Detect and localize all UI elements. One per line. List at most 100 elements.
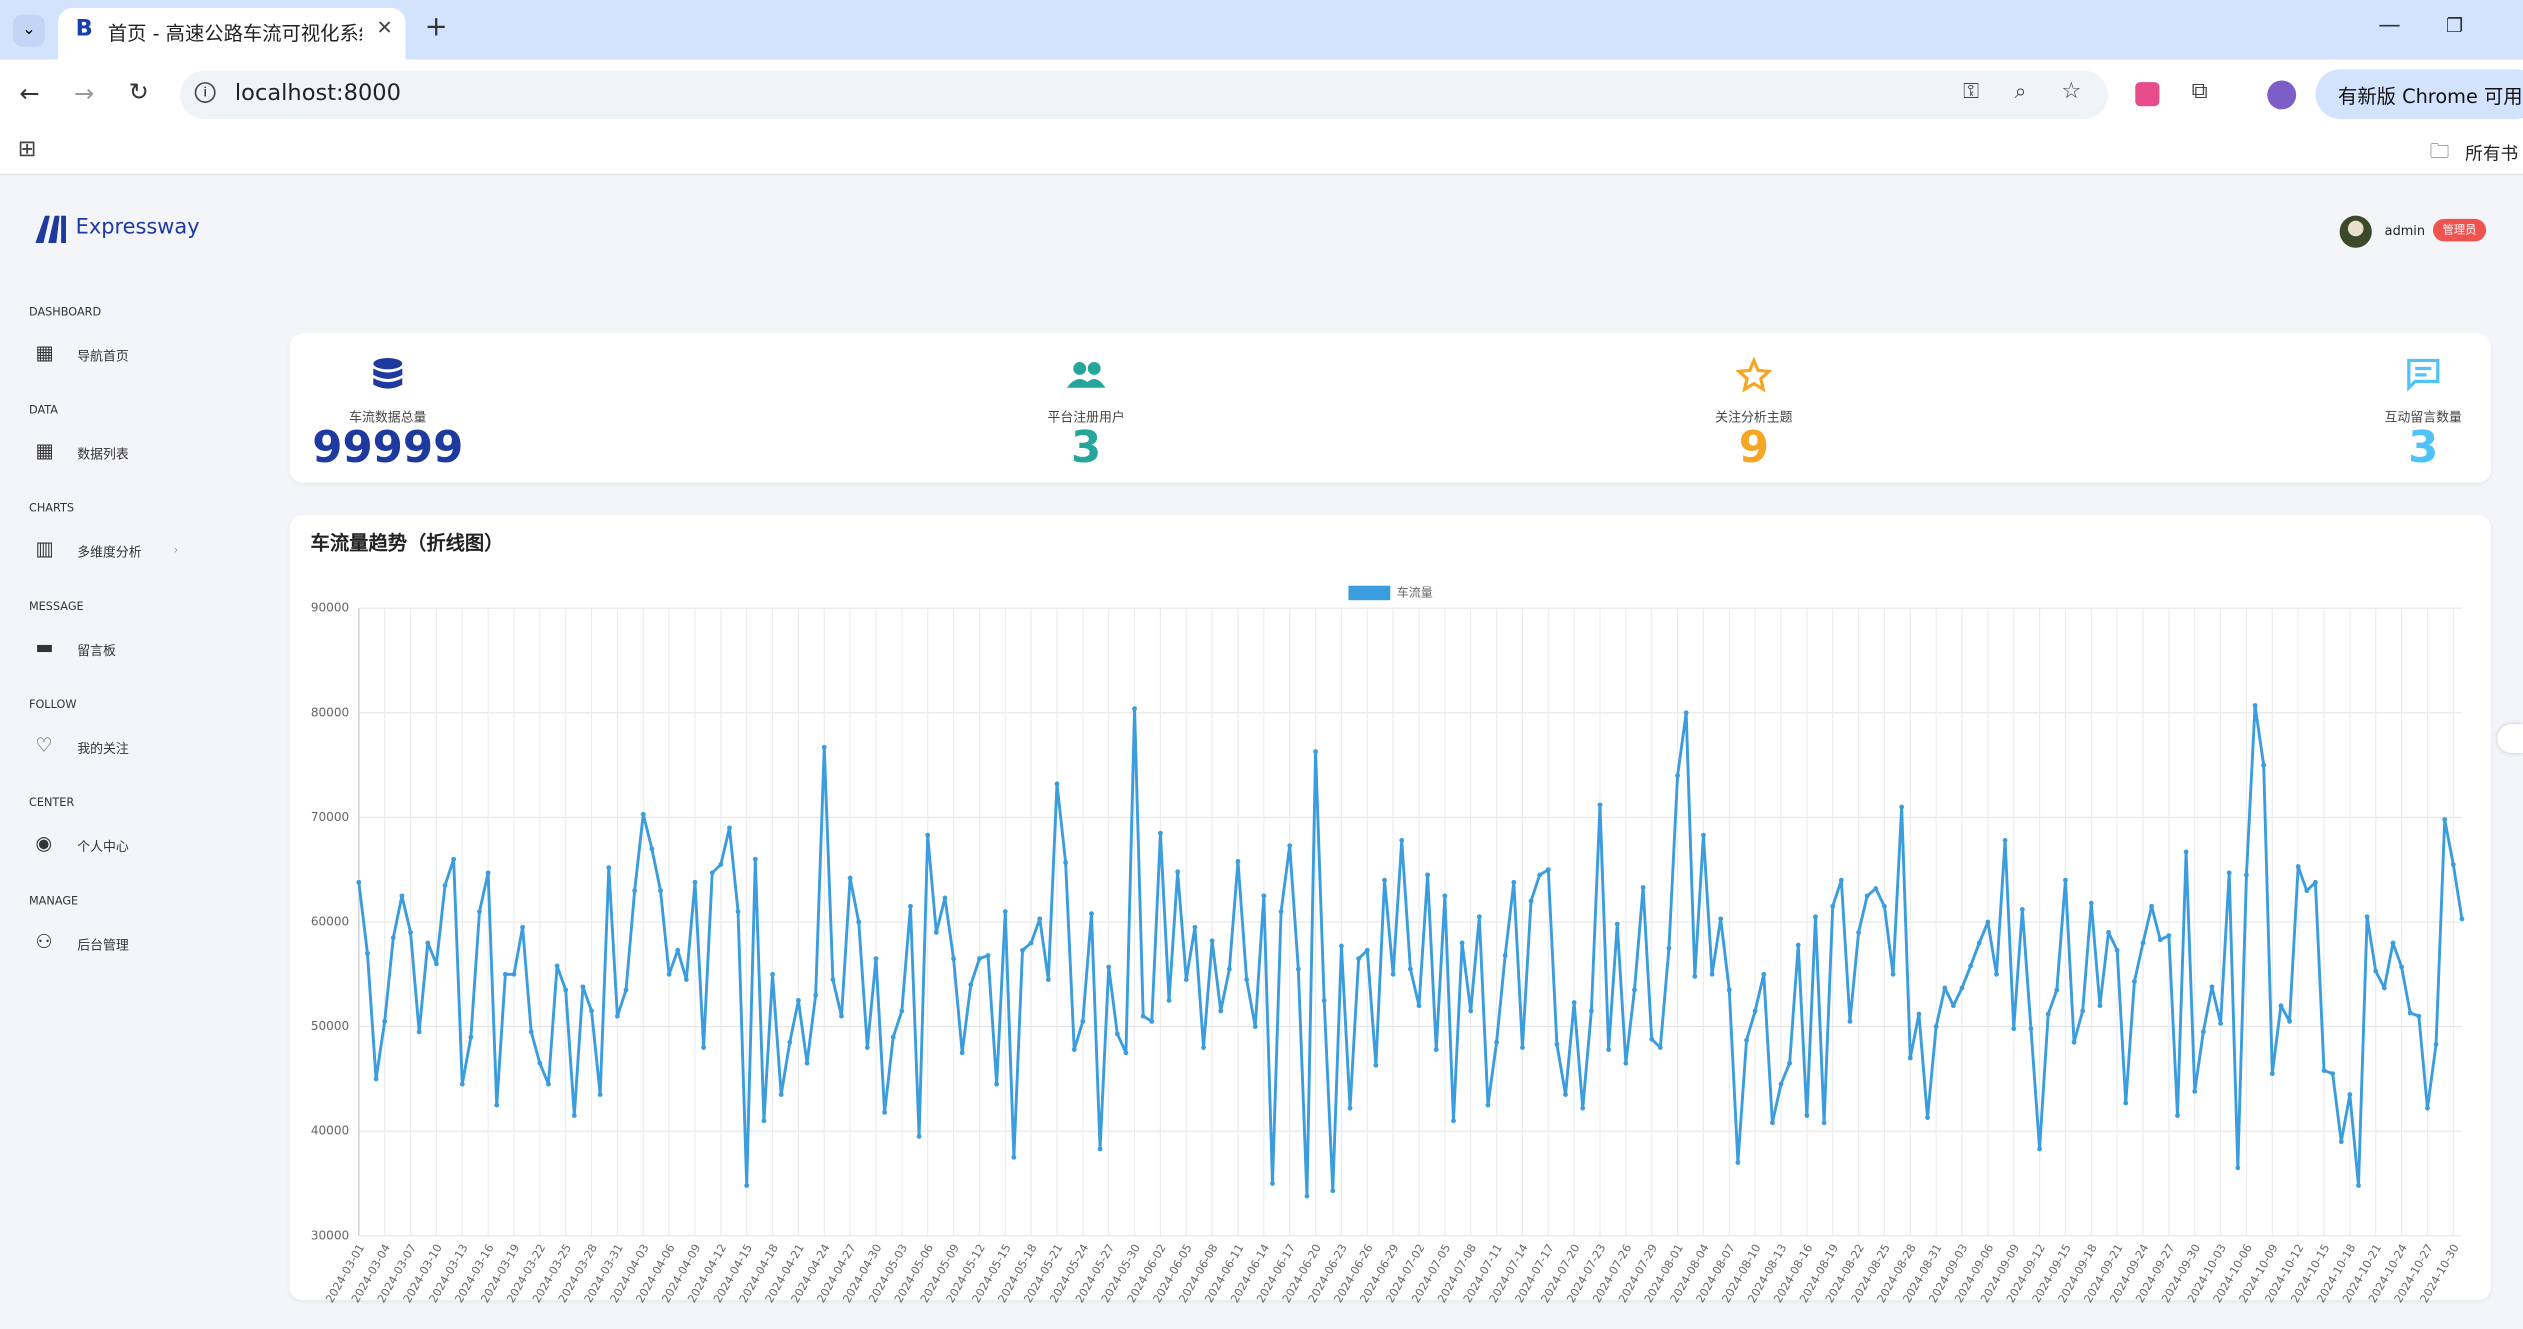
data-point	[1907, 1055, 1913, 1061]
nav-item[interactable]: 个人中心	[77, 839, 129, 855]
data-point	[1597, 802, 1603, 808]
data-point	[623, 987, 629, 993]
data-point	[1321, 998, 1327, 1003]
y-tick-label: 30000	[311, 1228, 349, 1242]
key-icon[interactable]: ⚿	[1963, 80, 1980, 105]
data-point	[1899, 804, 1905, 810]
avatar[interactable]	[2339, 215, 2372, 248]
data-point	[1218, 1008, 1224, 1014]
extension[interactable]	[2135, 82, 2160, 107]
data-point	[2261, 762, 2267, 768]
zoom-icon[interactable]: ⌕	[2014, 80, 2027, 105]
data-point	[1071, 1047, 1077, 1053]
reload[interactable]: ↻	[128, 77, 149, 107]
data-point	[2459, 916, 2465, 922]
active-tab[interactable]	[57, 8, 406, 60]
data-point	[1399, 838, 1405, 843]
data-point	[442, 882, 448, 888]
restore[interactable]: ❐	[2445, 14, 2464, 38]
data-point	[813, 992, 819, 998]
data-point	[1080, 1018, 1086, 1024]
nav-item[interactable]: 后台管理	[77, 938, 129, 953]
data-point	[830, 977, 836, 982]
data-point	[1856, 930, 1861, 935]
extensions[interactable]: ⧉	[2191, 78, 2208, 105]
site-info[interactable]: i	[194, 82, 216, 103]
data-point	[494, 1102, 500, 1108]
legend-swatch	[1348, 585, 1391, 601]
data-point	[2425, 1105, 2430, 1111]
data-point	[683, 977, 689, 982]
data-point	[1451, 1118, 1456, 1124]
data-point	[1735, 1160, 1741, 1165]
chevron: ›	[173, 543, 179, 557]
data-point	[2244, 872, 2249, 878]
data-point	[1726, 987, 1732, 993]
section-heading: CENTER	[28, 796, 75, 810]
data-point	[908, 903, 913, 909]
nav-item[interactable]: 我的关注	[77, 741, 129, 757]
data-point	[1520, 1045, 1525, 1050]
bookmarks[interactable]: 所有书	[2465, 143, 2519, 165]
data-point	[2442, 817, 2448, 822]
data-point	[882, 1109, 888, 1115]
data-point	[2045, 1011, 2051, 1017]
new-tab[interactable]: +	[424, 11, 448, 44]
data-point	[2287, 1018, 2292, 1024]
minimize[interactable]: —	[2378, 12, 2401, 39]
profile[interactable]	[2267, 80, 2297, 110]
forward[interactable]: →	[74, 78, 95, 108]
data-point	[1882, 903, 1887, 909]
data-point	[1942, 985, 1948, 991]
data-point	[1545, 867, 1551, 873]
star-icon	[1736, 357, 1772, 393]
data-point	[1675, 773, 1680, 778]
folder-icon: 🗀	[2429, 139, 2450, 163]
update-button[interactable]	[2315, 69, 2523, 120]
data-point	[1787, 1060, 1793, 1066]
data-point	[1640, 885, 1646, 890]
data-point	[968, 982, 974, 988]
data-point	[1821, 1120, 1827, 1126]
apps[interactable]: ⊞	[17, 136, 37, 163]
data-point	[2269, 1071, 2275, 1077]
nav-item[interactable]: 导航首页	[77, 349, 129, 364]
data-point	[640, 811, 646, 817]
data-point	[925, 832, 931, 838]
data-point	[1623, 1060, 1629, 1066]
chart-card	[289, 514, 2491, 1301]
data-point	[1683, 710, 1689, 716]
back[interactable]: ←	[19, 78, 40, 108]
data-point	[770, 971, 775, 977]
data-point	[1158, 830, 1163, 836]
bookmark-star[interactable]: ☆	[2061, 78, 2082, 105]
nav-item[interactable]: 数据列表	[77, 447, 129, 462]
data-point	[1925, 1115, 1930, 1121]
tab-menu[interactable]: ⌄	[12, 14, 46, 47]
tab-close[interactable]: ✕	[376, 16, 393, 39]
data-point	[675, 947, 681, 953]
nav-item[interactable]: 留言板	[77, 643, 116, 659]
nav-item[interactable]: 多维度分析	[77, 545, 142, 560]
data-point	[752, 856, 758, 862]
data-point	[390, 935, 396, 941]
data-point	[1994, 971, 1999, 977]
data-point	[933, 930, 939, 935]
data-point	[1985, 919, 1991, 925]
role-badge: 管理员	[2432, 218, 2487, 242]
data-point	[1916, 1011, 1922, 1017]
data-point	[2278, 1003, 2284, 1009]
data-point	[1261, 893, 1267, 899]
data-point	[1959, 985, 1965, 991]
data-point	[1011, 1154, 1017, 1160]
data-point	[2037, 1146, 2042, 1152]
tab-bar	[0, 0, 2523, 60]
data-point	[580, 984, 586, 990]
brand-logo	[35, 215, 66, 243]
data-point	[951, 956, 956, 962]
data-point	[994, 1081, 1000, 1087]
address-bar[interactable]	[180, 70, 2108, 120]
translate-float[interactable]	[2497, 724, 2523, 754]
data-point	[1666, 945, 1672, 951]
